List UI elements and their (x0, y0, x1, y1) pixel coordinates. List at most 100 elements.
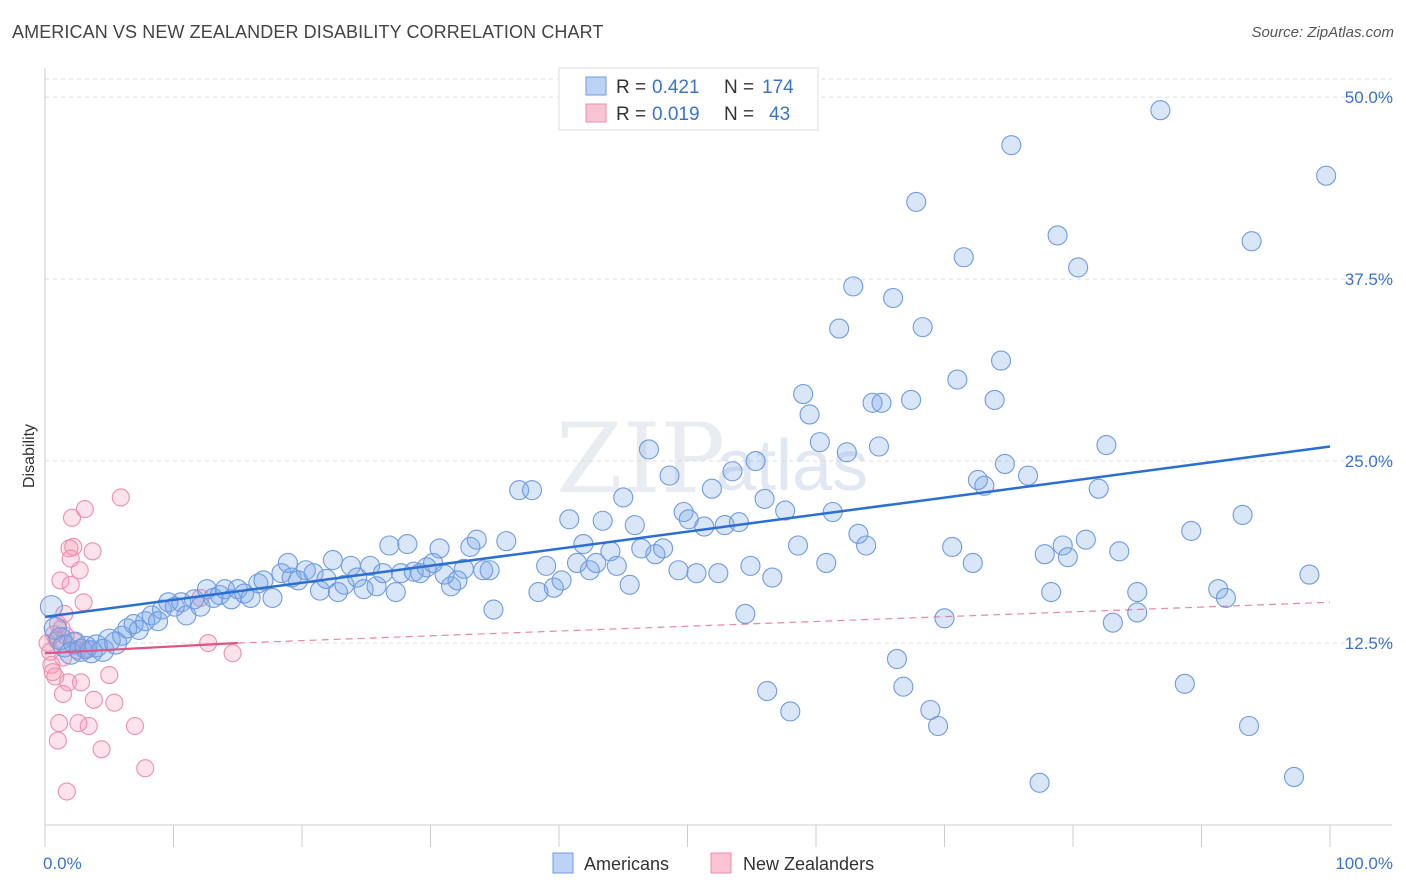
american-point-168 (1238, 715, 1260, 737)
american-point-165 (1208, 579, 1229, 600)
american-points (39, 100, 1337, 793)
american-point-53 (366, 576, 387, 597)
american-point-150 (1041, 582, 1062, 603)
source-label: Source: ZipAtlas.com (1251, 24, 1394, 41)
bottom-legend-swatch-americans[interactable] (552, 852, 574, 874)
american-point-89 (619, 574, 640, 595)
american-point-71 (479, 560, 500, 581)
legend-swatch-americans (585, 76, 607, 96)
nz-point-33 (84, 690, 103, 709)
legend-n-label-2: N = (724, 104, 754, 125)
american-point-92 (638, 439, 660, 460)
american-point-109 (754, 488, 775, 509)
american-point-90 (624, 515, 645, 536)
trend-line-new-zealanders (44, 641, 238, 655)
american-point-95 (659, 465, 680, 486)
american-point-111 (757, 681, 778, 702)
american-point-162 (1150, 100, 1171, 121)
american-point-146 (1001, 135, 1022, 156)
american-point-63 (429, 538, 450, 559)
american-point-140 (962, 552, 983, 574)
american-point-52 (360, 555, 381, 576)
american-point-94 (653, 538, 674, 559)
american-point-130 (893, 676, 914, 697)
bottom-legend-swatch-new-zealanders[interactable] (710, 852, 732, 874)
american-point-105 (728, 512, 749, 533)
american-point-136 (934, 608, 955, 629)
american-point-102 (708, 563, 729, 584)
american-point-56 (385, 582, 406, 603)
nz-point-31 (79, 716, 98, 736)
american-point-87 (606, 555, 627, 576)
bottom-legend-new-zealanders[interactable]: New Zealanders (743, 854, 874, 874)
american-point-172 (1316, 165, 1337, 186)
new-zealander-points (38, 488, 242, 801)
nz-point-2 (42, 655, 61, 674)
nz-point-9 (50, 714, 69, 733)
american-point-36 (253, 570, 274, 591)
nz-point-16 (57, 782, 76, 801)
american-point-38 (271, 563, 292, 584)
american-point-159 (1109, 541, 1130, 562)
american-point-166 (1215, 587, 1236, 608)
american-point-143 (984, 389, 1005, 410)
grid-lines (45, 78, 1392, 644)
american-point-138 (947, 369, 968, 390)
american-point-108 (745, 451, 766, 472)
american-point-37 (262, 587, 283, 608)
american-point-97 (673, 501, 694, 523)
american-point-78 (543, 577, 564, 598)
nz-point-27 (71, 673, 91, 692)
american-point-155 (1075, 529, 1096, 550)
american-point-65 (441, 576, 462, 597)
american-point-160 (1127, 582, 1148, 603)
american-point-55 (379, 535, 400, 556)
american-point-100 (694, 516, 715, 537)
legend-n-label-1: N = (724, 77, 754, 98)
trend-line-americans (44, 445, 1331, 619)
nz-point-25 (69, 714, 88, 733)
american-point-163 (1174, 673, 1195, 694)
american-point-118 (816, 552, 837, 574)
legend-n-value-1: 174 (762, 77, 794, 98)
american-point-75 (521, 480, 543, 501)
american-point-127 (871, 392, 892, 413)
american-point-141 (967, 469, 988, 491)
american-point-171 (1299, 564, 1320, 585)
nz-point-39 (136, 759, 155, 778)
american-point-148 (1029, 772, 1050, 793)
nz-point-12 (53, 684, 73, 704)
legend-n-value-2: 43 (769, 104, 790, 125)
american-point-46 (322, 549, 343, 571)
nz-point-28 (74, 593, 93, 612)
bottom-legend[interactable]: Americans New Zealanders (552, 852, 874, 874)
american-point-124 (856, 535, 877, 556)
y-tick-label-0: 12.5% (1345, 634, 1393, 653)
legend-r-value-2: 0.019 (652, 104, 700, 125)
watermark-zip: ZIP (556, 403, 725, 515)
american-point-157 (1096, 434, 1117, 456)
top-legend: R = 0.421 N = 174 R = 0.019 N = 43 (558, 67, 819, 131)
nz-point-19 (61, 575, 80, 594)
tick-labels: 12.5% 25.0% 37.5% 50.0% 0.0% 100.0% (43, 88, 1393, 873)
nz-point-15 (56, 626, 75, 645)
american-point-19 (148, 611, 169, 632)
nz-point-26 (70, 561, 89, 580)
american-point-116 (799, 404, 820, 425)
nz-point-34 (92, 740, 111, 759)
chart-title: AMERICAN VS NEW ZEALANDER DISABILITY COR… (12, 22, 604, 42)
american-point-167 (1232, 504, 1253, 525)
bottom-legend-americans[interactable]: Americans (584, 854, 669, 874)
american-point-48 (334, 574, 355, 595)
american-point-164 (1181, 520, 1202, 541)
american-point-121 (836, 442, 857, 463)
nz-point-35 (100, 666, 119, 685)
watermark: ZIP atlas (556, 403, 868, 515)
legend-r-label-2: R = (616, 104, 646, 125)
american-point-101 (701, 478, 722, 499)
nz-point-10 (51, 571, 70, 590)
american-point-147 (1017, 465, 1039, 486)
x-tick-label-1: 100.0% (1335, 854, 1393, 873)
american-point-152 (1052, 535, 1073, 556)
american-point-70 (473, 560, 494, 581)
